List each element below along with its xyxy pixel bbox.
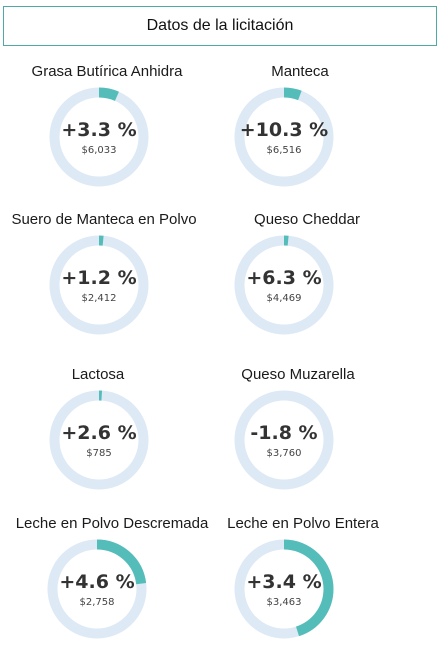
price-value: $3,463 xyxy=(266,597,302,608)
price-value: $6,516 xyxy=(266,145,302,156)
change-percent: +3.3 % xyxy=(61,119,137,141)
price-value: $2,758 xyxy=(79,597,115,608)
product-card-grasa-butirica: Grasa Butírica Anhidra +3.3 % $6,033 xyxy=(2,63,212,213)
price-value: $6,033 xyxy=(81,145,117,156)
donut-ring xyxy=(49,235,149,335)
price-value: $2,412 xyxy=(81,293,117,304)
change-percent: +2.6 % xyxy=(61,422,137,444)
product-card-suero-manteca: Suero de Manteca en Polvo +1.2 % $2,412 xyxy=(0,211,209,361)
price-value: $785 xyxy=(86,448,112,459)
donut-ring xyxy=(234,539,334,639)
donut-track xyxy=(234,390,334,490)
change-percent: +1.2 % xyxy=(61,267,137,289)
donut-chart: -1.8 % $3,760 xyxy=(234,390,334,490)
donut-ring xyxy=(234,390,334,490)
donut-chart: +6.3 % $4,469 xyxy=(234,235,334,335)
change-percent: +10.3 % xyxy=(239,119,329,141)
donut-chart: +10.3 % $6,516 xyxy=(234,87,334,187)
donut-chart: +2.6 % $785 xyxy=(49,390,149,490)
donut-fill-arc xyxy=(234,87,334,187)
product-name: Grasa Butírica Anhidra xyxy=(31,63,183,80)
donut-fill-arc xyxy=(49,390,149,490)
product-name: Suero de Manteca en Polvo xyxy=(11,211,197,228)
product-card-lactosa: Lactosa +2.6 % $785 xyxy=(0,366,203,516)
donut-fill-arc xyxy=(234,235,334,335)
donut-fill-arc xyxy=(47,539,147,639)
donut-fill-arc xyxy=(49,87,149,187)
product-card-leche-descremada: Leche en Polvo Descremada +4.6 % $2,758 xyxy=(7,515,217,665)
product-card-queso-muzarella: Queso Muzarella -1.8 % $3,760 xyxy=(193,366,403,516)
product-name: Lactosa xyxy=(71,366,125,383)
product-name: Leche en Polvo Entera xyxy=(227,515,379,532)
product-name: Queso Muzarella xyxy=(241,366,355,383)
donut-chart: +3.3 % $6,033 xyxy=(49,87,149,187)
price-value: $3,760 xyxy=(266,448,302,459)
product-name: Manteca xyxy=(271,63,329,80)
change-percent: +4.6 % xyxy=(59,571,135,593)
donut-fill-arc xyxy=(234,539,334,639)
change-percent: +3.4 % xyxy=(246,571,322,593)
donut-ring xyxy=(49,390,149,490)
change-percent: +6.3 % xyxy=(246,267,322,289)
page-title: Datos de la licitación xyxy=(3,6,437,46)
price-value: $4,469 xyxy=(266,293,302,304)
donut-ring xyxy=(47,539,147,639)
product-card-queso-cheddar: Queso Cheddar +6.3 % $4,469 xyxy=(202,211,412,361)
donut-ring xyxy=(49,87,149,187)
change-percent: -1.8 % xyxy=(250,422,318,444)
product-card-manteca: Manteca +10.3 % $6,516 xyxy=(195,63,405,213)
product-name: Queso Cheddar xyxy=(254,211,360,228)
donut-fill-arc xyxy=(49,235,149,335)
donut-ring xyxy=(234,235,334,335)
product-name: Leche en Polvo Descremada xyxy=(15,515,209,532)
donut-ring xyxy=(234,87,334,187)
donut-chart: +1.2 % $2,412 xyxy=(49,235,149,335)
donut-chart: +3.4 % $3,463 xyxy=(234,539,334,639)
product-card-leche-entera: Leche en Polvo Entera +3.4 % $3,463 xyxy=(198,515,408,665)
donut-chart: +4.6 % $2,758 xyxy=(47,539,147,639)
